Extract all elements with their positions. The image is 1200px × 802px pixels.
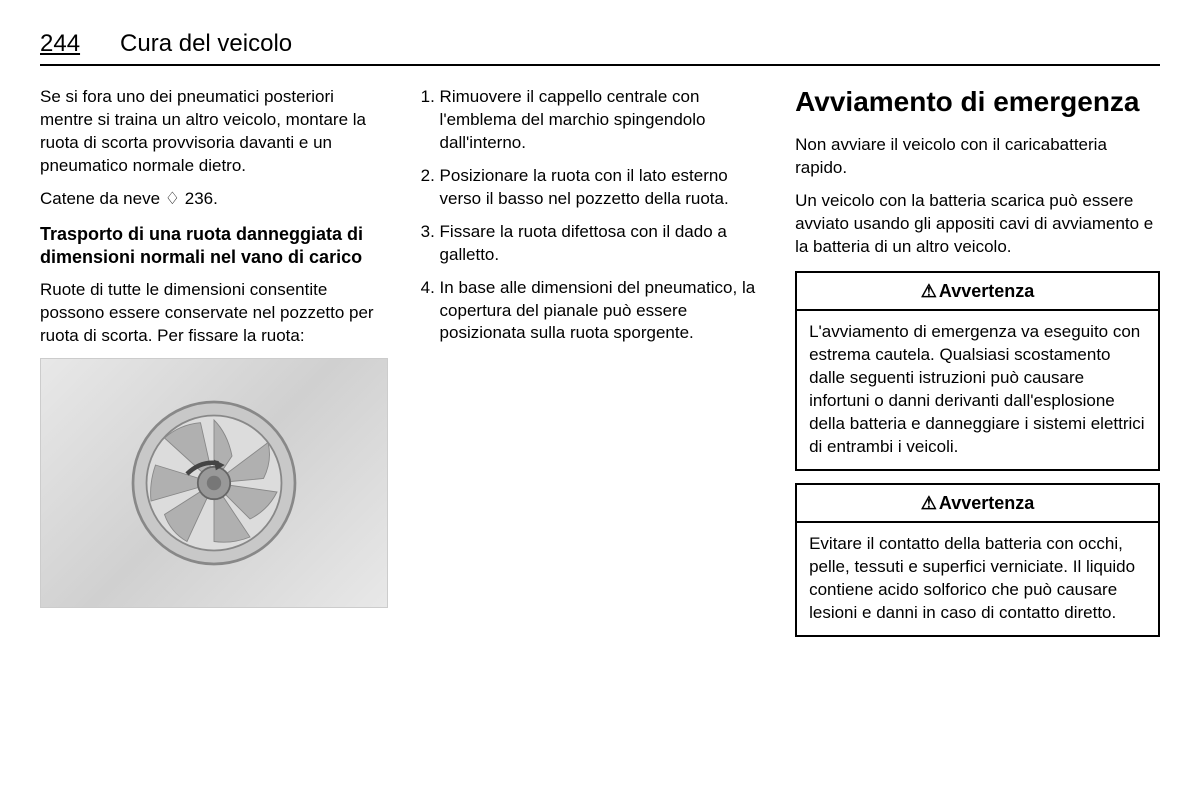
chapter-title: Cura del veicolo (120, 30, 292, 58)
warning-header: ⚠Avvertenza (797, 485, 1158, 523)
warning-body: L'avviamento di emergenza va eseguito co… (797, 311, 1158, 469)
paragraph: Un veicolo con la batteria scarica può e… (795, 190, 1160, 259)
list-item: Posizionare la ruota con il lato esterno… (440, 165, 766, 211)
list-item: Fissare la ruota difettosa con il dado a… (440, 221, 766, 267)
page-header: 244 Cura del veicolo (40, 30, 1160, 66)
warning-box: ⚠Avvertenza Evitare il contatto della ba… (795, 483, 1160, 637)
numbered-steps: Rimuovere il cappello centrale con l'emb… (418, 86, 766, 345)
xref-page: 236 (185, 189, 213, 208)
warning-label: Avvertenza (939, 493, 1034, 513)
content-columns: Se si fora uno dei pneumatici posteriori… (40, 86, 1160, 649)
paragraph: Se si fora uno dei pneumatici posteriori… (40, 86, 388, 178)
xref-label: Catene da neve (40, 189, 160, 208)
column-2: Rimuovere il cappello centrale con l'emb… (418, 86, 766, 649)
warning-header: ⚠Avvertenza (797, 273, 1158, 311)
page-number: 244 (40, 30, 80, 58)
subheading: Trasporto di una ruota danneggiata di di… (40, 223, 388, 270)
wheel-illustration-icon (124, 393, 304, 573)
warning-label: Avvertenza (939, 281, 1034, 301)
spare-wheel-image (40, 358, 388, 608)
column-3: Avviamento di emergenza Non avviare il v… (795, 86, 1160, 649)
warning-triangle-icon: ⚠ (921, 491, 937, 515)
paragraph: Ruote di tutte le dimensioni consentite … (40, 279, 388, 348)
section-title: Avviamento di emergenza (795, 86, 1160, 118)
column-1: Se si fora uno dei pneumatici posteriori… (40, 86, 388, 649)
warning-box: ⚠Avvertenza L'avviamento di emergenza va… (795, 271, 1160, 471)
warning-triangle-icon: ⚠ (921, 279, 937, 303)
warning-body: Evitare il contatto della batteria con o… (797, 523, 1158, 635)
paragraph: Non avviare il veicolo con il caricabatt… (795, 134, 1160, 180)
list-item: In base alle dimensioni del pneumatico, … (440, 277, 766, 346)
xref-arrow-icon: ♢ (165, 188, 180, 211)
cross-reference: Catene da neve ♢ 236. (40, 188, 388, 211)
list-item: Rimuovere il cappello centrale con l'emb… (440, 86, 766, 155)
